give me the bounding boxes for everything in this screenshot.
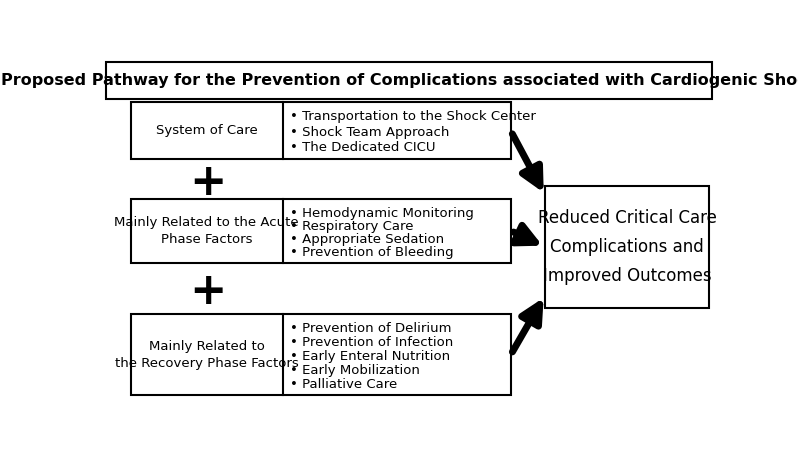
Text: • Shock Team Approach: • Shock Team Approach <box>290 125 449 139</box>
FancyBboxPatch shape <box>131 102 511 159</box>
Text: +: + <box>189 161 227 204</box>
Text: • Respiratory Care: • Respiratory Care <box>290 220 413 233</box>
Text: • Palliative Care: • Palliative Care <box>290 378 397 391</box>
FancyBboxPatch shape <box>131 199 511 263</box>
Text: • Prevention of Infection: • Prevention of Infection <box>290 336 453 349</box>
FancyBboxPatch shape <box>106 62 712 99</box>
Text: +: + <box>189 270 227 313</box>
Text: • Transportation to the Shock Center: • Transportation to the Shock Center <box>290 110 536 123</box>
Text: • Appropriate Sedation: • Appropriate Sedation <box>290 233 444 246</box>
Text: • Prevention of Bleeding: • Prevention of Bleeding <box>290 246 454 259</box>
Text: Mainly Related to
the Recovery Phase Factors: Mainly Related to the Recovery Phase Fac… <box>115 340 298 369</box>
Text: Mainly Related to the Acute
Phase Factors: Mainly Related to the Acute Phase Factor… <box>114 216 299 245</box>
Text: • Early Mobilization: • Early Mobilization <box>290 364 420 377</box>
Text: System of Care: System of Care <box>156 124 258 137</box>
FancyBboxPatch shape <box>131 314 511 395</box>
Text: Proposed Pathway for the Prevention of Complications associated with Cardiogenic: Proposed Pathway for the Prevention of C… <box>1 73 798 88</box>
Text: • Hemodynamic Monitoring: • Hemodynamic Monitoring <box>290 207 474 219</box>
Text: • The Dedicated CICU: • The Dedicated CICU <box>290 140 436 154</box>
FancyBboxPatch shape <box>545 186 709 308</box>
Text: • Prevention of Delirium: • Prevention of Delirium <box>290 322 452 334</box>
Text: Reduced Critical Care
Complications and
Improved Outcomes: Reduced Critical Care Complications and … <box>538 209 717 285</box>
Text: • Early Enteral Nutrition: • Early Enteral Nutrition <box>290 350 450 363</box>
